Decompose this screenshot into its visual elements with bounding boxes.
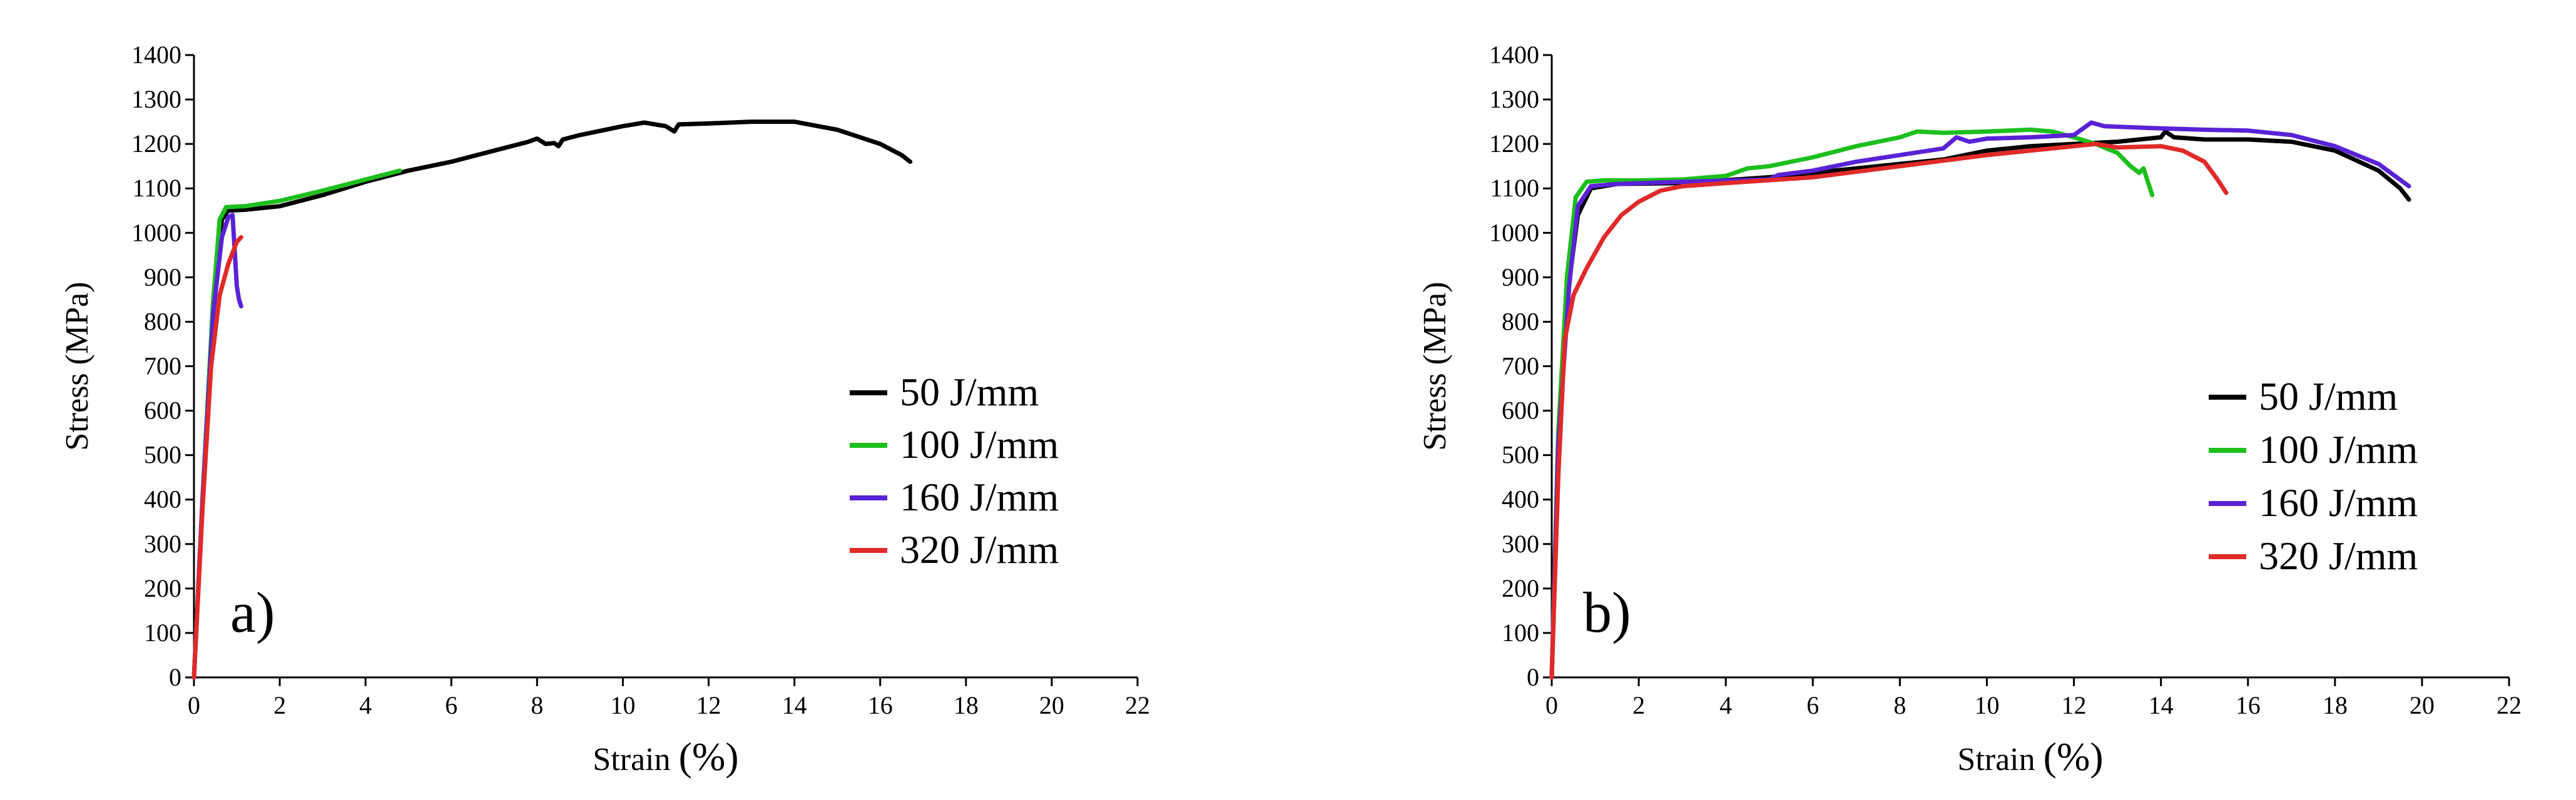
legend-label: 160 J/mm [900, 475, 1059, 519]
y-tick-label: 800 [1502, 307, 1539, 335]
y-axis-title: Stress (MPa) [1417, 281, 1453, 450]
panel-label: a) [230, 580, 275, 644]
x-axis-title-unit: (%) [679, 734, 739, 779]
y-tick-label: 0 [169, 663, 181, 691]
y-tick-label: 1300 [1489, 85, 1539, 113]
y-tick-label: 1400 [131, 41, 181, 69]
legend-label: 320 J/mm [2259, 534, 2418, 578]
y-tick-label: 1400 [1489, 41, 1539, 69]
legend-label: 50 J/mm [900, 370, 1039, 414]
y-tick-label: 600 [144, 397, 181, 425]
x-tick-label: 16 [868, 691, 893, 719]
legend-label: 100 J/mm [900, 422, 1059, 467]
chart-panel-b: 0100200300400500600700800900100011001200… [1417, 41, 2522, 779]
y-tick-label: 500 [1502, 441, 1539, 469]
x-tick-label: 0 [1545, 691, 1558, 719]
x-tick-label: 10 [610, 691, 635, 719]
x-axis-title-text: Strain [593, 742, 678, 777]
x-tick-label: 8 [1893, 691, 1906, 719]
x-tick-label: 22 [1125, 691, 1150, 719]
x-tick-label: 6 [445, 691, 457, 719]
y-tick-label: 400 [1502, 485, 1539, 514]
x-axis-title: Strain (%) [1957, 734, 2103, 779]
x-tick-label: 16 [2236, 691, 2261, 719]
y-tick-label: 600 [1502, 397, 1539, 425]
y-tick-label: 1200 [131, 129, 181, 158]
y-tick-label: 0 [1527, 663, 1539, 691]
y-tick-label: 1100 [132, 174, 181, 202]
y-axis-title: Stress (MPa) [59, 281, 95, 450]
y-tick-label: 700 [144, 352, 181, 380]
y-tick-label: 1000 [1489, 218, 1539, 246]
y-tick-label: 1300 [131, 85, 181, 113]
x-tick-label: 12 [696, 691, 721, 719]
series-line-50 [191, 119, 913, 680]
y-tick-label: 100 [144, 619, 181, 647]
x-tick-label: 18 [2323, 691, 2348, 719]
legend-label: 100 J/mm [2259, 427, 2418, 472]
chart-panel-a: 0100200300400500600700800900100011001200… [59, 41, 1150, 779]
x-tick-label: 0 [188, 691, 200, 719]
x-tick-label: 18 [954, 691, 979, 719]
y-tick-label: 900 [144, 263, 181, 291]
y-tick-label: 1100 [1490, 174, 1539, 202]
y-tick-label: 1000 [131, 218, 181, 246]
y-tick-label: 200 [144, 574, 181, 602]
x-tick-label: 14 [782, 691, 807, 719]
x-axis-title: Strain (%) [593, 734, 738, 779]
panel-label: b) [1583, 580, 1631, 644]
x-axis-title-text: Strain [1957, 742, 2043, 777]
x-axis-title-unit: (%) [2044, 734, 2104, 779]
x-tick-label: 20 [2410, 691, 2435, 719]
y-tick-label: 300 [1502, 530, 1539, 558]
x-tick-label: 2 [1632, 691, 1645, 719]
series-line-100 [1549, 127, 2155, 680]
y-tick-label: 800 [144, 307, 181, 335]
x-tick-label: 14 [2149, 691, 2174, 719]
x-tick-label: 8 [531, 691, 543, 719]
x-tick-label: 12 [2062, 691, 2087, 719]
y-tick-label: 1200 [1489, 129, 1539, 158]
x-tick-label: 4 [1719, 691, 1732, 719]
x-tick-label: 4 [359, 691, 372, 719]
y-tick-label: 300 [144, 530, 181, 558]
x-tick-label: 10 [1974, 691, 1999, 719]
legend-label: 160 J/mm [2259, 480, 2418, 525]
series-line-320 [1549, 141, 2229, 680]
y-tick-label: 700 [1502, 352, 1539, 380]
x-tick-label: 20 [1039, 691, 1064, 719]
y-tick-label: 400 [144, 485, 181, 514]
series-line-320 [191, 235, 243, 680]
y-tick-label: 500 [144, 441, 181, 469]
y-tick-label: 100 [1502, 619, 1539, 647]
legend-label: 320 J/mm [900, 527, 1059, 572]
x-tick-label: 6 [1806, 691, 1819, 719]
legend-label: 50 J/mm [2259, 374, 2398, 418]
x-tick-label: 22 [2497, 691, 2522, 719]
series-line-160 [1549, 120, 2411, 680]
y-tick-label: 200 [1502, 574, 1539, 602]
x-tick-label: 2 [273, 691, 286, 719]
y-tick-label: 900 [1502, 263, 1539, 291]
